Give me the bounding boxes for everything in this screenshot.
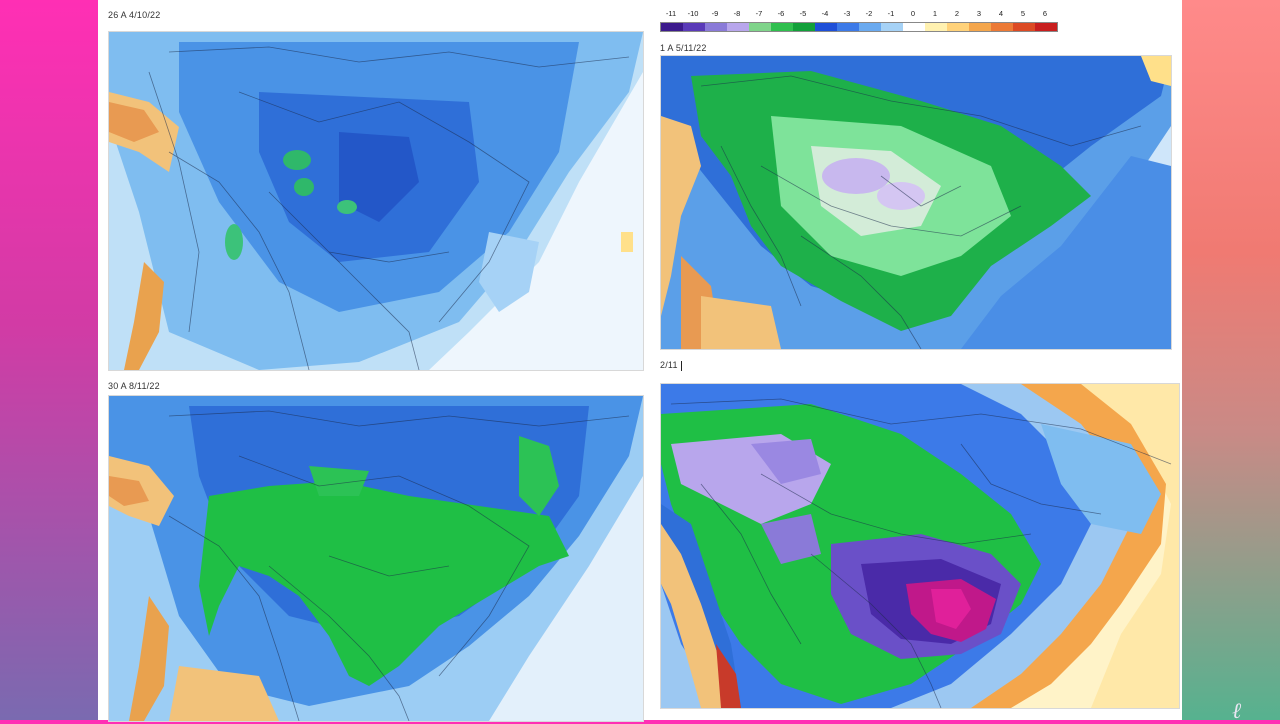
scale-color-swatch — [661, 23, 683, 31]
scale-tick-label: 6 — [1042, 9, 1048, 18]
scale-color-swatch — [881, 23, 903, 31]
panel-label-3: 30 A 8/11/22 — [108, 381, 160, 391]
scale-color-swatch — [727, 23, 749, 31]
anomaly-map-2 — [661, 56, 1171, 349]
scale-tick-label: -6 — [777, 9, 785, 18]
scale-color-swatch — [925, 23, 947, 31]
panel-label-1: 26 A 4/10/22 — [108, 10, 161, 20]
scale-tick-label: -11 — [665, 9, 677, 18]
scale-color-swatch — [903, 23, 925, 31]
anomaly-map-4 — [661, 384, 1179, 708]
map-panel-3 — [108, 395, 644, 722]
scale-color-swatch — [947, 23, 969, 31]
logo-watermark: ℓ — [1232, 699, 1242, 724]
scale-color-swatch — [793, 23, 815, 31]
scale-bar — [660, 22, 1058, 32]
scale-color-swatch — [991, 23, 1013, 31]
map-panel-1 — [108, 31, 644, 371]
scale-color-swatch — [859, 23, 881, 31]
scale-tick-label: -5 — [799, 9, 807, 18]
scale-tick-label: 5 — [1020, 9, 1026, 18]
scale-tick-label: 4 — [998, 9, 1004, 18]
scale-color-swatch — [815, 23, 837, 31]
scale-tick-label: -9 — [711, 9, 719, 18]
scale-color-swatch — [749, 23, 771, 31]
map-panel-4 — [660, 383, 1180, 709]
scale-tick-label: 2 — [954, 9, 960, 18]
scale-ticks: -11 -10 -9 -8 -7 -6 -5 -4 -3 -2 -1 0 1 2 3 4 5 6 — [660, 9, 1056, 21]
scale-tick-label: -4 — [821, 9, 829, 18]
scale-tick-label: 1 — [932, 9, 938, 18]
anomaly-map-1 — [109, 32, 643, 370]
map-panel-2 — [660, 55, 1172, 350]
scale-tick-label: -1 — [887, 9, 895, 18]
color-scale-legend: -11 -10 -9 -8 -7 -6 -5 -4 -3 -2 -1 0 1 2 3 4 5 6 — [660, 4, 1058, 32]
scale-color-swatch — [705, 23, 727, 31]
scale-color-swatch — [1013, 23, 1035, 31]
scale-tick-label: -2 — [865, 9, 873, 18]
anomaly-map-3 — [109, 396, 643, 721]
background-right-gradient — [1180, 0, 1280, 720]
scale-tick-label: 3 — [976, 9, 982, 18]
text-cursor — [681, 361, 682, 371]
scale-color-swatch — [837, 23, 859, 31]
scale-tick-label: -10 — [687, 9, 699, 18]
scale-tick-label: -7 — [755, 9, 763, 18]
scale-color-swatch — [969, 23, 991, 31]
panel-label-2: 1 A 5/11/22 — [660, 43, 707, 53]
scale-tick-label: -8 — [733, 9, 741, 18]
scale-tick-label: -3 — [843, 9, 851, 18]
panel-label-4: 2/11 — [660, 360, 678, 370]
scale-color-swatch — [1035, 23, 1057, 31]
scale-color-swatch — [771, 23, 793, 31]
scale-tick-label: 0 — [910, 9, 916, 18]
scale-color-swatch — [683, 23, 705, 31]
